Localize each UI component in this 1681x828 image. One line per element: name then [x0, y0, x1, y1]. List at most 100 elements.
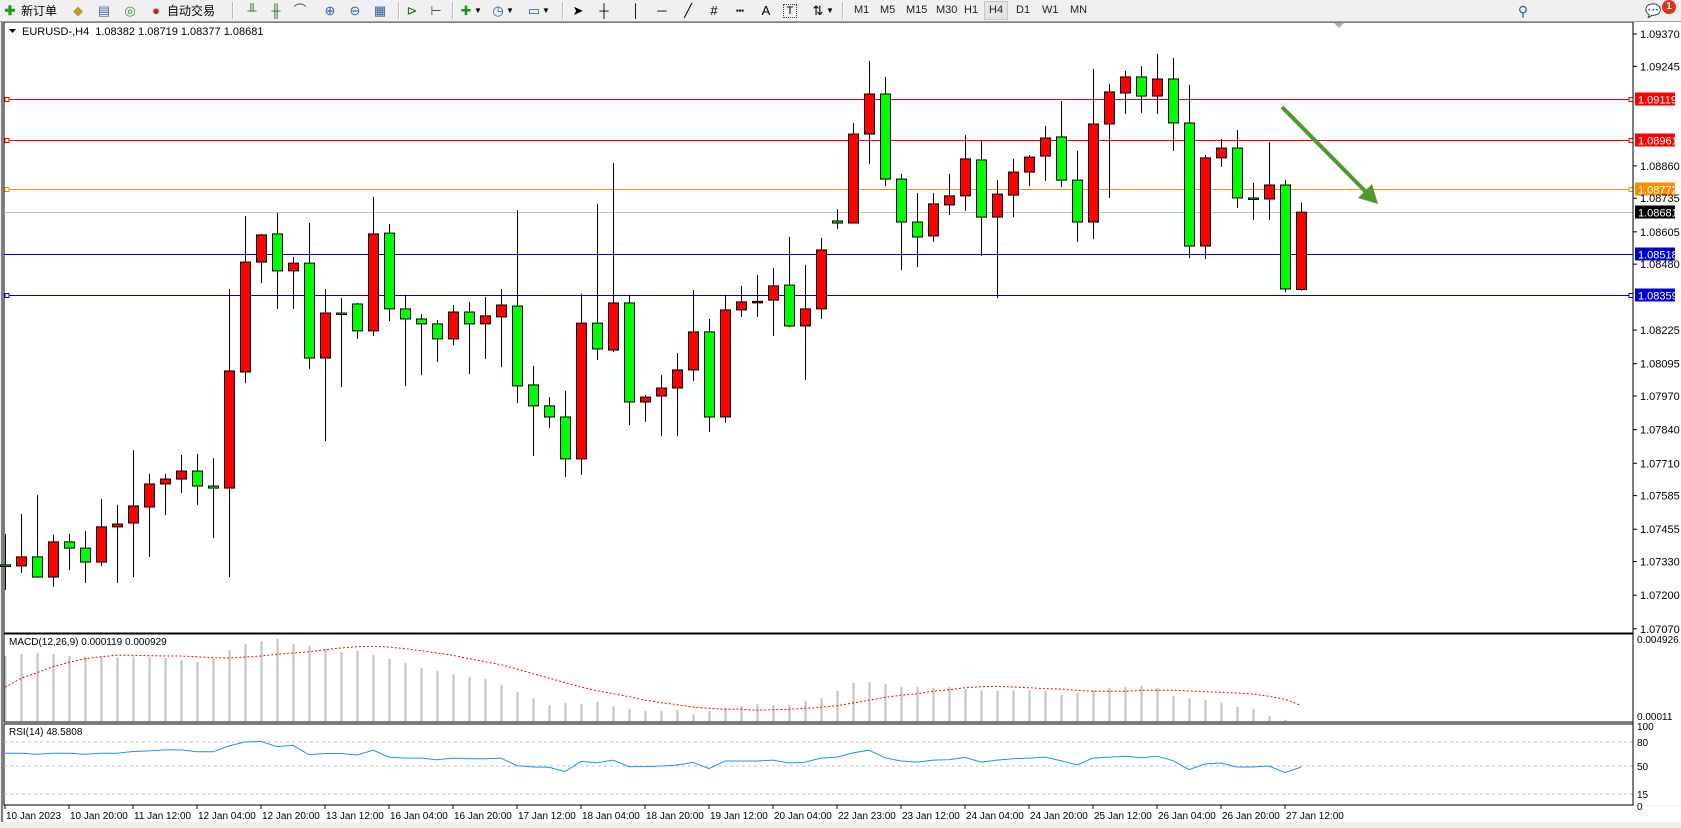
search-button[interactable]: ⚲ [1515, 1, 1531, 20]
candle[interactable] [240, 216, 251, 384]
timeframe-m5[interactable]: M5 [880, 4, 896, 16]
candle[interactable] [560, 390, 571, 477]
candle[interactable] [16, 513, 27, 573]
price-axis[interactable] [1634, 22, 1681, 805]
arrows-button[interactable]: ⇅ ▼ [810, 1, 834, 20]
time-axis[interactable] [4, 806, 1681, 822]
candle[interactable] [528, 366, 539, 457]
candle[interactable] [832, 209, 843, 229]
candle[interactable] [192, 453, 203, 505]
candle[interactable] [496, 288, 507, 368]
hline-handle[interactable] [4, 293, 10, 298]
candle[interactable] [816, 238, 827, 319]
candle[interactable] [96, 498, 107, 566]
hline-handle[interactable] [1628, 138, 1634, 143]
signals-button[interactable]: ◎ [122, 1, 138, 20]
candle[interactable] [336, 298, 347, 387]
grid-button[interactable]: ┅ [732, 1, 748, 20]
dropdown-triangle-icon[interactable] [9, 29, 16, 33]
candle[interactable] [320, 288, 331, 442]
candle[interactable] [464, 301, 475, 375]
zoom-out-button[interactable]: ⊖ [347, 1, 363, 20]
candle[interactable] [176, 455, 187, 494]
timeframe-h4[interactable]: H4 [984, 1, 1009, 20]
candle[interactable] [848, 122, 859, 224]
rsi-panel[interactable] [3, 723, 1634, 806]
chart-shift-marker-icon[interactable] [1334, 23, 1344, 28]
candle[interactable] [720, 294, 731, 423]
navigator-button[interactable]: ▤ [96, 1, 112, 20]
candle[interactable] [544, 397, 555, 429]
market-watch-button[interactable]: ◆ [70, 1, 86, 20]
candle[interactable] [80, 531, 91, 584]
candle[interactable] [304, 223, 315, 369]
candle[interactable] [592, 203, 603, 361]
candle[interactable] [1184, 84, 1195, 258]
timeframe-mn[interactable]: MN [1070, 4, 1088, 16]
timeframe-h1[interactable]: H1 [964, 4, 979, 16]
new-chart-button[interactable]: ✚ ▼ [458, 1, 482, 20]
candle[interactable] [976, 141, 987, 256]
trendline-button[interactable]: ╱ [680, 1, 696, 20]
timeframe-d1[interactable]: D1 [1016, 4, 1031, 16]
macd-panel[interactable] [3, 633, 1634, 723]
horizontal-line-1-08961[interactable]: 1.08961 [4, 133, 1678, 148]
vertical-line-button[interactable]: │ [628, 1, 644, 20]
candle[interactable] [32, 495, 43, 578]
tile-windows-button[interactable]: ▦ [372, 1, 388, 20]
timeframe-m1[interactable]: M1 [854, 4, 870, 16]
candle[interactable] [400, 294, 411, 386]
timeframe-w1[interactable]: W1 [1042, 4, 1059, 16]
candle[interactable] [960, 135, 971, 211]
candle[interactable] [800, 264, 811, 381]
hline-handle[interactable] [1628, 187, 1634, 192]
horizontal-line-1-08681[interactable]: 1.08681 [4, 205, 1678, 220]
candle[interactable] [1264, 142, 1275, 220]
candle[interactable] [208, 458, 219, 539]
candle[interactable] [1232, 129, 1243, 209]
candle[interactable] [512, 210, 523, 404]
main-chart-panel[interactable] [3, 22, 1634, 634]
candle[interactable] [704, 318, 715, 432]
candle[interactable] [352, 302, 363, 339]
candle[interactable] [1120, 70, 1131, 114]
timeframe-m30[interactable]: M30 [936, 4, 958, 16]
candle[interactable] [368, 196, 379, 337]
candle[interactable] [448, 305, 459, 346]
candle[interactable] [672, 353, 683, 437]
candle[interactable] [640, 395, 651, 422]
text-button[interactable]: A [758, 1, 774, 20]
candle[interactable] [1248, 182, 1259, 220]
candle[interactable] [224, 288, 235, 578]
trend-arrow[interactable] [1280, 105, 1378, 204]
candle[interactable] [784, 237, 795, 327]
bar-chart-button[interactable]: ╨ [244, 1, 260, 20]
candle[interactable] [912, 193, 923, 267]
chart-window[interactable]: 1.09119 1.08961 1.08772 1.08681 1.08518 1.083… [0, 22, 1681, 828]
candle[interactable] [144, 473, 155, 557]
candle[interactable] [944, 173, 955, 216]
candle[interactable] [1072, 150, 1083, 242]
timeframe-m15[interactable]: M15 [906, 4, 928, 16]
candle[interactable] [288, 256, 299, 309]
candle[interactable] [480, 296, 491, 360]
chart-shift-button[interactable]: ⊳ [404, 1, 420, 20]
candle[interactable] [384, 224, 395, 322]
candle[interactable] [1040, 126, 1051, 181]
candle[interactable] [1296, 202, 1307, 291]
candle[interactable] [880, 76, 891, 187]
candle[interactable] [1280, 180, 1291, 293]
candle[interactable] [864, 60, 875, 165]
candle[interactable] [1104, 83, 1115, 198]
horizontal-line-1-09119[interactable]: 1.09119 [4, 92, 1677, 107]
candle[interactable] [48, 534, 59, 587]
hline-handle[interactable] [1628, 97, 1634, 102]
candle[interactable] [1136, 66, 1147, 113]
notification-button[interactable]: 💬 [1645, 1, 1661, 20]
candle[interactable] [0, 533, 11, 590]
candle[interactable] [896, 173, 907, 271]
candle[interactable] [992, 180, 1003, 299]
periods-button[interactable]: ◷ ▼ [490, 1, 514, 20]
candle[interactable] [112, 504, 123, 584]
text-label-button[interactable]: T [783, 1, 797, 20]
